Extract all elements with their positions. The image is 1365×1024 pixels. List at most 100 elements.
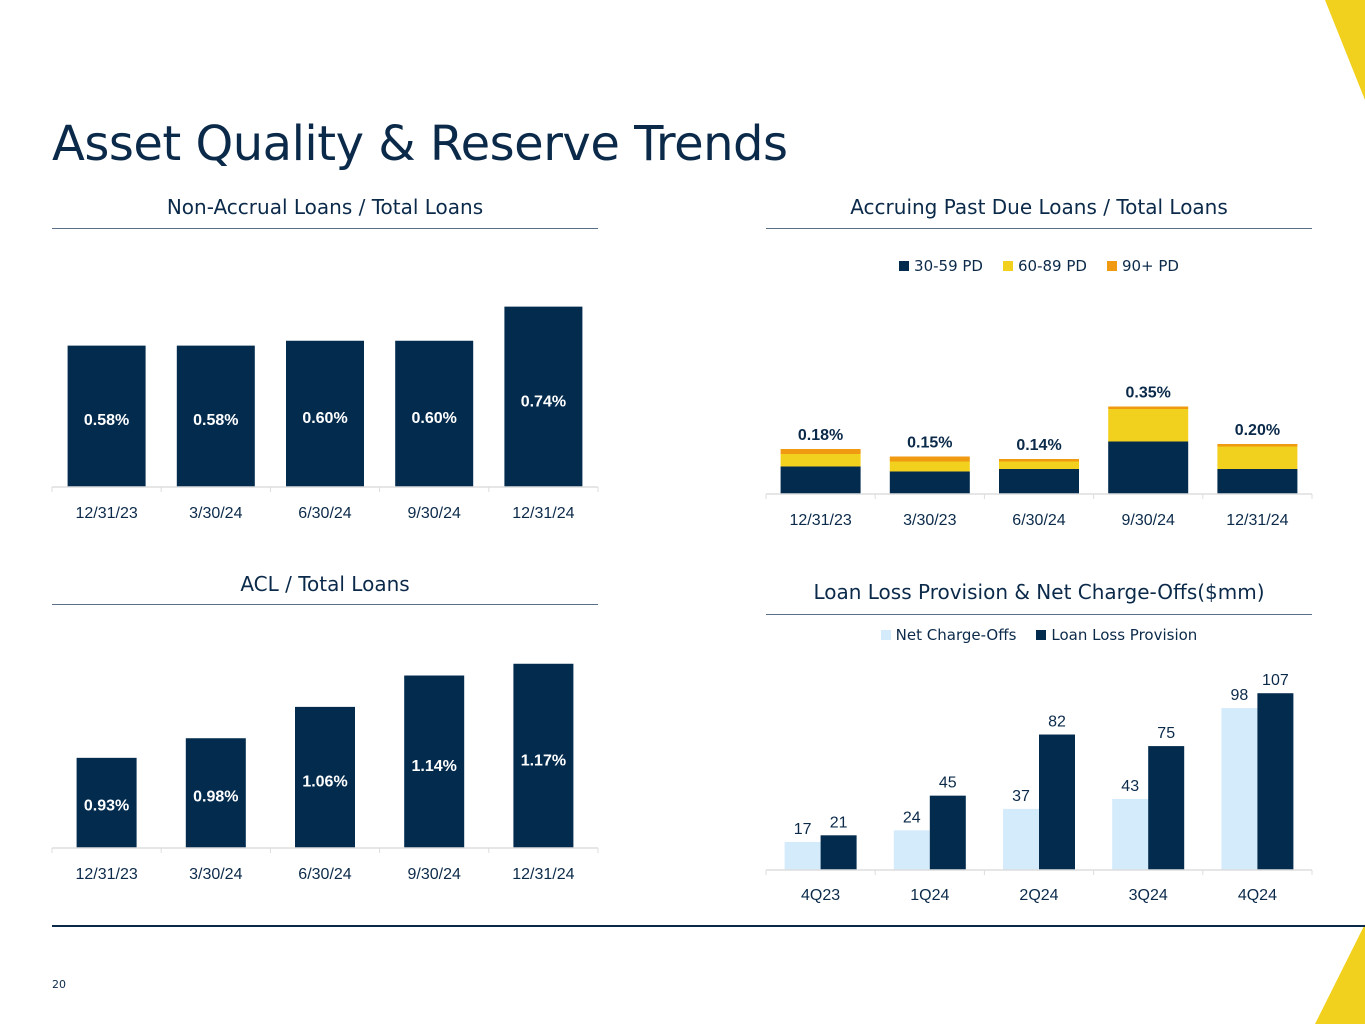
swatch-90-plus	[1106, 261, 1117, 271]
past-due-bar-segment	[1108, 441, 1189, 494]
provision-legend: Net Charge-Offs Loan Loss Provision	[766, 626, 1312, 644]
legend-label-net-charge-offs: Net Charge-Offs	[895, 626, 1017, 644]
legend-label-loan-loss-provision: Loan Loss Provision	[1051, 626, 1198, 644]
swatch-loan-loss-provision	[1036, 630, 1047, 640]
accent-triangle-top	[1325, 0, 1365, 100]
provision-x-label: 3Q24	[1129, 887, 1168, 904]
non-accrual-x-label: 9/30/24	[408, 505, 461, 522]
net-charge-offs-bar	[1112, 798, 1149, 870]
loan-loss-provision-label: 21	[830, 814, 848, 831]
swatch-30-59	[899, 261, 910, 271]
past-due-bar-segment	[780, 449, 861, 454]
provision-x-label: 1Q24	[910, 887, 949, 904]
acl-bar	[513, 663, 574, 848]
acl-data-label: 1.17%	[521, 753, 566, 770]
past-due-bar-segment	[889, 456, 970, 462]
acl-data-label: 0.93%	[84, 798, 129, 815]
swatch-net-charge-offs	[880, 630, 891, 640]
acl-bar	[185, 738, 246, 848]
non-accrual-chart: 0.58% 0.58% 0.60% 0.60% 0.74% 12/31/23 3/30/24…	[51, 306, 599, 522]
acl-title: ACL / Total Loans	[240, 572, 410, 596]
acl-panel: ACL / Total Loans 0.93% 0.98% 1.06% 1.14% 1.…	[51, 567, 599, 897]
acl-bar	[76, 757, 137, 848]
past-due-panel: Accruing Past Due Loans / Total Loans 30…	[765, 190, 1313, 535]
acl-x-label: 9/30/24	[408, 866, 461, 883]
non-accrual-data-label: 0.60%	[412, 410, 457, 427]
acl-bar	[295, 706, 355, 848]
past-due-bar-segment	[1108, 409, 1189, 442]
past-due-bar-segment	[1217, 446, 1298, 469]
loan-loss-provision-bar	[1039, 734, 1075, 870]
loan-loss-provision-label: 107	[1262, 672, 1289, 689]
legend-item-loan-loss-provision: Loan Loss Provision	[1036, 626, 1197, 644]
legend-item-net-charge-offs: Net Charge-Offs	[880, 626, 1017, 644]
net-charge-offs-bar	[1003, 808, 1039, 870]
past-due-chart: 0.18% 0.15% 0.14% 0.35% 0.20% 12/31/23 3/30/23…	[765, 385, 1313, 529]
acl-x-label: 3/30/24	[189, 866, 242, 883]
net-charge-offs-bar	[1221, 708, 1258, 870]
provision-panel: Loan Loss Provision & Net Charge-Offs($m…	[765, 575, 1313, 910]
page-title: Asset Quality & Reserve Trends	[52, 116, 788, 172]
acl-data-label: 1.14%	[412, 758, 457, 775]
past-due-bar-segment	[1108, 406, 1189, 409]
provision-title-rule	[766, 614, 1312, 615]
past-due-bar-segment	[889, 461, 970, 472]
net-charge-offs-label: 17	[794, 821, 812, 838]
accent-triangle-bottom	[1315, 924, 1365, 1024]
non-accrual-bar	[504, 306, 583, 487]
past-due-x-label: 6/30/24	[1012, 512, 1065, 529]
net-charge-offs-bar	[893, 830, 930, 870]
legend-label-90-plus: 90+ PD	[1121, 257, 1179, 275]
non-accrual-data-label: 0.60%	[302, 410, 347, 427]
legend-item-90-plus: 90+ PD	[1106, 257, 1179, 275]
swatch-60-89	[1002, 261, 1013, 271]
past-due-total-label: 0.15%	[907, 435, 952, 452]
non-accrual-x-label: 6/30/24	[298, 505, 351, 522]
past-due-x-label: 9/30/24	[1122, 512, 1175, 529]
acl-x-label: 6/30/24	[298, 866, 351, 883]
acl-data-label: 1.06%	[302, 773, 347, 790]
net-charge-offs-label: 24	[903, 809, 921, 826]
acl-title-rule	[52, 604, 598, 605]
past-due-legend: 30-59 PD 60-89 PD 90+ PD	[766, 257, 1312, 275]
non-accrual-data-label: 0.74%	[521, 393, 566, 410]
non-accrual-x-label: 12/31/24	[512, 505, 574, 522]
non-accrual-title: Non-Accrual Loans / Total Loans	[166, 195, 484, 219]
loan-loss-provision-label: 82	[1048, 714, 1066, 731]
past-due-title-rule	[766, 228, 1312, 229]
past-due-x-label: 3/30/23	[903, 512, 956, 529]
past-due-x-label: 12/31/24	[1226, 512, 1288, 529]
provision-title: Loan Loss Provision & Net Charge-Offs($m…	[813, 580, 1265, 604]
non-accrual-x-label: 12/31/23	[75, 505, 137, 522]
loan-loss-provision-bar	[1257, 693, 1294, 870]
past-due-total-label: 0.35%	[1126, 385, 1171, 402]
past-due-title: Accruing Past Due Loans / Total Loans	[850, 195, 1228, 219]
provision-x-label: 4Q24	[1238, 887, 1277, 904]
acl-data-label: 0.98%	[193, 788, 238, 805]
past-due-bar-segment	[1217, 469, 1298, 494]
provision-chart: 17 21 24 45 37 82 43 75 98 107 4Q23 1Q24 2Q24 3Q24 4Q2…	[765, 672, 1313, 904]
net-charge-offs-bar	[784, 841, 821, 870]
past-due-x-label: 12/31/23	[789, 512, 851, 529]
provision-x-label: 4Q23	[801, 887, 840, 904]
non-accrual-bar	[395, 340, 474, 487]
acl-x-label: 12/31/23	[75, 866, 137, 883]
footer-rule	[52, 925, 1365, 927]
non-accrual-x-label: 3/30/24	[189, 505, 242, 522]
past-due-bar-segment	[780, 454, 861, 467]
non-accrual-bar	[286, 340, 364, 487]
provision-x-label: 2Q24	[1019, 887, 1058, 904]
acl-x-label: 12/31/24	[512, 866, 574, 883]
acl-chart: 0.93% 0.98% 1.06% 1.14% 1.17% 12/31/23 3/30/24…	[51, 663, 599, 883]
loan-loss-provision-label: 45	[939, 775, 957, 792]
past-due-bar-segment	[889, 471, 970, 494]
page-number: 20	[52, 978, 66, 991]
non-accrual-panel: Non-Accrual Loans / Total Loans 0.58% 0.5…	[51, 190, 599, 535]
past-due-bar-segment	[1217, 444, 1298, 447]
non-accrual-data-label: 0.58%	[84, 412, 129, 429]
non-accrual-title-rule	[52, 228, 598, 229]
non-accrual-bar	[176, 345, 255, 487]
loan-loss-provision-bar	[820, 835, 857, 870]
net-charge-offs-label: 98	[1231, 687, 1249, 704]
legend-label-60-89: 60-89 PD	[1017, 257, 1087, 275]
